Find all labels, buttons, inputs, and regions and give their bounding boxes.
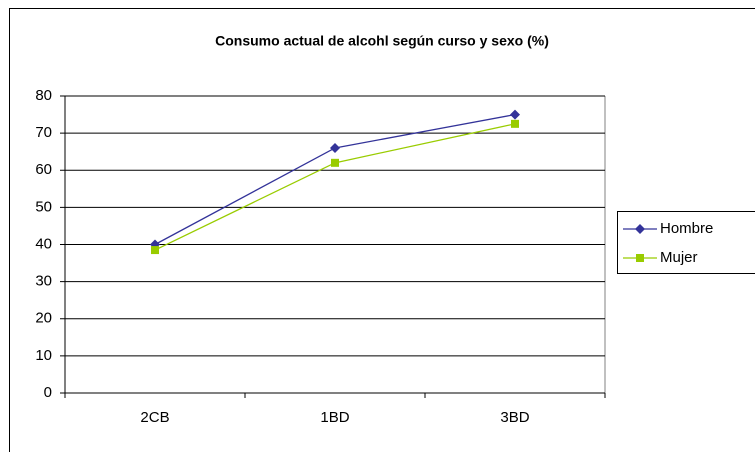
legend-label: Hombre: [660, 220, 713, 237]
y-tick-label: 70: [35, 124, 52, 141]
chart-title: Consumo actual de alcohl según curso y s…: [215, 33, 549, 49]
legend-marker: [636, 254, 644, 262]
data-point: [510, 109, 520, 120]
legend-marker: [635, 224, 645, 234]
y-tick-label: 50: [35, 198, 52, 215]
y-tick-label: 10: [35, 347, 52, 364]
y-tick-label: 0: [44, 384, 52, 401]
y-tick-label: 60: [35, 161, 52, 178]
y-tick-label: 30: [35, 273, 52, 290]
y-tick-label: 40: [35, 235, 52, 252]
legend-box: [617, 211, 755, 274]
data-point: [511, 119, 519, 128]
data-point: [151, 246, 159, 255]
x-tick-label: 1BD: [320, 409, 349, 426]
x-tick-label: 2CB: [140, 409, 169, 426]
series-line: [154, 123, 516, 251]
legend-label: Mujer: [660, 249, 698, 266]
chart-border: [9, 8, 755, 452]
data-point: [330, 142, 340, 153]
series-line: [154, 113, 516, 246]
x-tick-label: 3BD: [500, 409, 529, 426]
y-tick-label: 80: [35, 87, 52, 104]
data-point: [331, 158, 339, 167]
y-tick-label: 20: [35, 310, 52, 327]
